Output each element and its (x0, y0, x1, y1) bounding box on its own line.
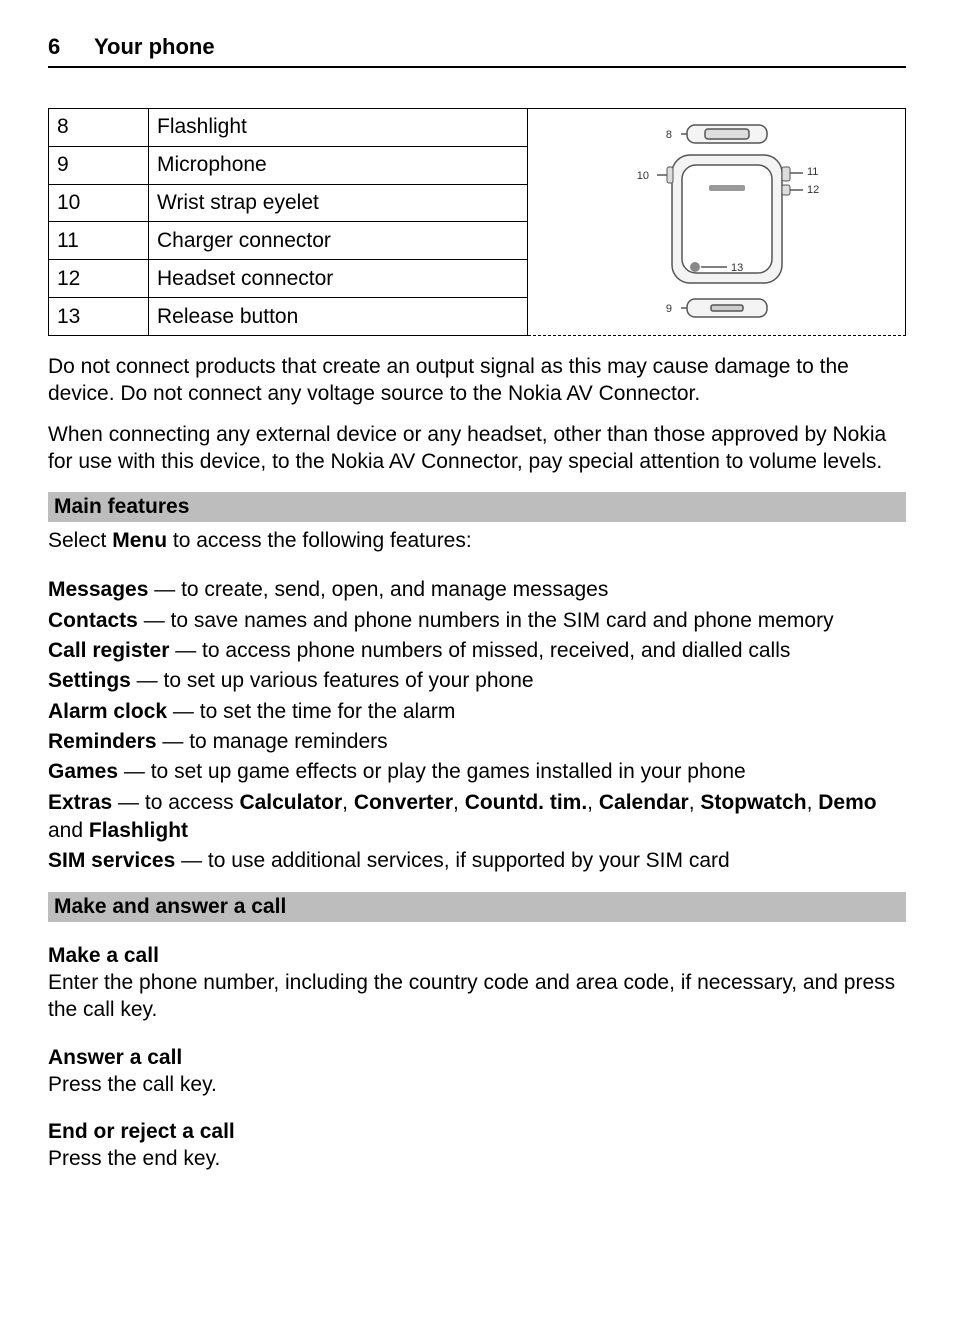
subheading-make-a-call: Make a call (48, 944, 906, 968)
extras-sep: , (587, 791, 599, 814)
part-label: Wrist strap eyelet (149, 184, 528, 222)
parts-and-diagram: 8 Flashlight 9 Microphone 10 Wrist strap… (48, 108, 906, 336)
extras-bold: Countd. tim. (465, 791, 587, 814)
feature-item: SIM services — to use additional service… (48, 847, 906, 875)
feature-item-extras: Extras — to access Calculator, Converter… (48, 789, 906, 846)
feature-item: Contacts — to save names and phone numbe… (48, 607, 906, 635)
extras-bold: Flashlight (89, 819, 188, 842)
feature-item: Settings — to set up various features of… (48, 667, 906, 695)
extras-sep: , (807, 791, 819, 814)
extras-sep: , (689, 791, 701, 814)
page-title: Your phone (94, 34, 215, 60)
table-row: 11 Charger connector (49, 222, 528, 260)
feature-item: Call register — to access phone numbers … (48, 637, 906, 665)
feature-desc: — to manage reminders (157, 730, 388, 753)
table-row: 9 Microphone (49, 146, 528, 184)
feature-item: Messages — to create, send, open, and ma… (48, 576, 906, 604)
svg-text:8: 8 (665, 129, 671, 141)
extras-sep: , (453, 791, 465, 814)
extras-bold: Converter (354, 791, 453, 814)
extras-sep: , (342, 791, 354, 814)
feature-name: Messages (48, 578, 148, 601)
parts-table: 8 Flashlight 9 Microphone 10 Wrist strap… (48, 108, 528, 336)
part-number: 10 (49, 184, 149, 222)
svg-text:11: 11 (807, 166, 818, 178)
svg-text:9: 9 (665, 303, 671, 315)
intro-text-pre: Select (48, 529, 112, 552)
part-number: 13 (49, 298, 149, 336)
subheading-end-reject-call: End or reject a call (48, 1120, 906, 1144)
warning-paragraph-2: When connecting any external device or a… (48, 422, 906, 476)
svg-text:12: 12 (807, 184, 819, 196)
feature-desc: — to save names and phone numbers in the… (138, 609, 834, 632)
phone-diagram-svg: 8 10 11 12 (577, 117, 857, 327)
page-header: 6 Your phone (48, 34, 906, 68)
table-row: 12 Headset connector (49, 260, 528, 298)
section-heading-make-answer-call: Make and answer a call (48, 892, 906, 922)
part-label: Flashlight (149, 109, 528, 147)
feature-name: Games (48, 760, 118, 783)
part-number: 9 (49, 146, 149, 184)
end-reject-call-text: Press the end key. (48, 1146, 906, 1173)
part-label: Microphone (149, 146, 528, 184)
answer-a-call-text: Press the call key. (48, 1072, 906, 1099)
feature-desc: — to use additional services, if support… (175, 849, 729, 872)
part-label: Charger connector (149, 222, 528, 260)
section-heading-main-features: Main features (48, 492, 906, 522)
part-label: Release button (149, 298, 528, 336)
feature-item: Alarm clock — to set the time for the al… (48, 698, 906, 726)
part-label: Headset connector (149, 260, 528, 298)
extras-bold: Stopwatch (700, 791, 806, 814)
main-features-intro: Select Menu to access the following feat… (48, 528, 906, 555)
feature-item: Reminders — to manage reminders (48, 728, 906, 756)
feature-desc: — to set up various features of your pho… (131, 669, 534, 692)
feature-name: SIM services (48, 849, 175, 872)
feature-name: Settings (48, 669, 131, 692)
table-row: 13 Release button (49, 298, 528, 336)
page-number: 6 (48, 34, 94, 60)
part-number: 12 (49, 260, 149, 298)
extras-bold: Demo (818, 791, 876, 814)
extras-bold: Calendar (599, 791, 689, 814)
feature-desc: — to create, send, open, and manage mess… (148, 578, 608, 601)
warning-paragraph-1: Do not connect products that create an o… (48, 354, 906, 408)
feature-name: Contacts (48, 609, 138, 632)
feature-name: Reminders (48, 730, 157, 753)
table-row: 8 Flashlight (49, 109, 528, 147)
intro-text-post: to access the following features: (167, 529, 472, 552)
extras-bold: Calculator (239, 791, 342, 814)
table-row: 10 Wrist strap eyelet (49, 184, 528, 222)
feature-name: Call register (48, 639, 169, 662)
intro-menu-label: Menu (112, 529, 167, 552)
extras-pre: — to access (112, 791, 239, 814)
subheading-answer-a-call: Answer a call (48, 1046, 906, 1070)
feature-desc: — to set the time for the alarm (167, 700, 455, 723)
make-a-call-text: Enter the phone number, including the co… (48, 970, 906, 1024)
part-number: 8 (49, 109, 149, 147)
part-number: 11 (49, 222, 149, 260)
feature-desc: — to set up game effects or play the gam… (118, 760, 746, 783)
feature-name: Extras (48, 791, 112, 814)
svg-text:10: 10 (636, 170, 648, 182)
feature-list: Messages — to create, send, open, and ma… (48, 576, 906, 875)
feature-name: Alarm clock (48, 700, 167, 723)
feature-item: Games — to set up game effects or play t… (48, 758, 906, 786)
feature-desc: — to access phone numbers of missed, rec… (169, 639, 790, 662)
svg-text:13: 13 (731, 262, 743, 274)
extras-and: and (48, 819, 89, 842)
phone-diagram: 8 10 11 12 (528, 108, 906, 336)
